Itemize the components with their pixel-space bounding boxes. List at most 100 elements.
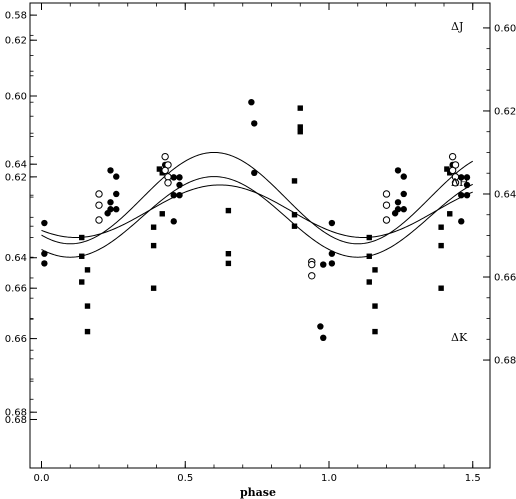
point-filled-circle-J <box>328 250 336 257</box>
point-filled-circle-K <box>113 173 120 180</box>
point-filled-circle-K <box>248 99 255 106</box>
y-tick-label-H: 0.68 <box>494 356 516 367</box>
point-filled-circle-H <box>463 174 471 181</box>
point-filled-square-K <box>225 260 232 267</box>
x-tick-label: 1.5 <box>465 473 481 484</box>
point-filled-circle-J <box>317 323 324 330</box>
point-filled-square-J <box>225 250 232 257</box>
point-filled-square-K <box>159 211 165 217</box>
point-filled-square-J <box>447 170 453 176</box>
point-filled-square-H <box>444 166 450 172</box>
point-filled-circle-K <box>107 167 114 174</box>
point-filled-square-J <box>297 105 303 111</box>
point-filled-circle-J <box>107 206 114 213</box>
y-tick-label-J: 0.64 <box>5 253 27 264</box>
point-filled-circle-J <box>458 218 465 225</box>
point-filled-circle-H <box>320 261 327 268</box>
point-filled-square-H <box>150 224 157 230</box>
point-filled-square-H <box>438 224 444 230</box>
point-filled-circle-J <box>251 169 258 177</box>
point-filled-circle-J <box>170 218 177 225</box>
tick-marks <box>30 3 490 468</box>
point-filled-square-K <box>84 328 91 335</box>
point-filled-circle-H <box>170 174 177 181</box>
point-open-circle-H <box>308 260 316 269</box>
y-tick-label-K: 0.66 <box>5 284 27 295</box>
point-open-circle-K <box>161 166 169 175</box>
panel-label-delta-k: ΔK <box>451 331 468 344</box>
point-filled-square-K <box>297 124 303 130</box>
tick-labels: 0.0 0.5 1.0 1.50.580.600.620.640.660.680.60… <box>5 11 516 484</box>
point-open-circle-J <box>448 152 457 161</box>
point-filled-square-J <box>366 234 372 241</box>
y-tick-label-K: 0.62 <box>5 36 27 47</box>
point-filled-square-K <box>438 285 444 291</box>
point-filled-circle-H <box>107 199 114 206</box>
y-tick-label-K: 0.68 <box>5 408 27 419</box>
point-filled-square-J <box>159 170 165 176</box>
y-tick-label-J: 0.68 <box>5 415 27 426</box>
point-filled-circle-J <box>463 181 471 189</box>
point-filled-square-K <box>150 285 157 291</box>
point-filled-circle-J <box>176 181 183 189</box>
fit-curves <box>41 151 474 258</box>
x-axis-title: phase <box>240 486 276 499</box>
point-filled-circle-H <box>251 120 258 127</box>
y-tick-label-J: 0.60 <box>5 92 27 103</box>
data-points <box>41 99 471 341</box>
point-filled-circle-K <box>41 260 48 267</box>
point-filled-square-H <box>372 303 378 309</box>
point-open-circle-K <box>164 179 172 187</box>
point-filled-circle-J <box>400 206 407 213</box>
y-tick-label-J: 0.58 <box>5 11 27 22</box>
point-filled-square-J <box>79 234 85 241</box>
point-open-circle-K <box>451 179 460 187</box>
point-filled-square-K <box>372 328 378 335</box>
panel-label-delta-h: ΔH <box>451 176 469 189</box>
point-open-circle-K <box>308 272 316 280</box>
point-filled-square-J <box>291 178 298 184</box>
point-filled-square-K <box>447 211 453 217</box>
point-filled-circle-J <box>113 206 120 213</box>
x-tick-label: 0.0 <box>34 473 50 484</box>
point-filled-square-H <box>156 166 163 172</box>
point-filled-square-H <box>297 129 303 135</box>
point-filled-square-J <box>84 267 91 273</box>
point-filled-square-K <box>366 279 372 285</box>
panel-label-delta-j: ΔJ <box>451 20 463 33</box>
point-open-circle-H <box>382 190 391 198</box>
point-filled-circle-K <box>328 260 336 267</box>
point-filled-circle-H <box>400 190 407 198</box>
point-filled-square-H <box>84 303 91 309</box>
point-filled-square-H <box>366 253 372 259</box>
point-filled-circle-H <box>458 174 465 181</box>
point-filled-square-J <box>438 242 444 249</box>
point-filled-circle-H <box>41 219 48 227</box>
point-filled-circle-K <box>176 192 183 199</box>
point-open-circle-J <box>95 201 103 209</box>
point-filled-square-H <box>225 207 232 214</box>
point-filled-circle-J <box>394 206 402 213</box>
point-filled-circle-K <box>458 192 465 199</box>
x-tick-label: 1.0 <box>321 473 337 484</box>
point-open-circle-J <box>161 152 169 161</box>
point-filled-square-J <box>372 267 378 273</box>
point-filled-circle-H <box>394 199 402 206</box>
point-filled-circle-H <box>113 190 120 198</box>
point-open-circle-K <box>95 216 103 224</box>
point-filled-square-K <box>79 279 85 285</box>
y-tick-label-H: 0.66 <box>494 273 516 284</box>
point-filled-circle-K <box>400 173 407 180</box>
point-filled-square-K <box>291 223 298 229</box>
y-tick-label-H: 0.62 <box>494 106 516 117</box>
point-open-circle-J <box>382 201 391 209</box>
point-open-circle-K <box>448 166 457 175</box>
fit-curve-H <box>41 151 474 245</box>
x-tick-label: 0.5 <box>177 473 193 484</box>
fit-curve-K <box>41 176 473 258</box>
point-filled-square-H <box>79 253 85 259</box>
y-tick-label-J: 0.66 <box>5 334 27 345</box>
point-filled-circle-K <box>320 334 327 341</box>
point-open-circle-K <box>382 216 391 224</box>
